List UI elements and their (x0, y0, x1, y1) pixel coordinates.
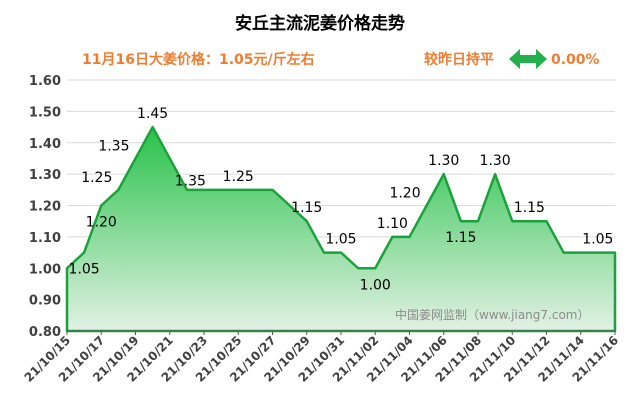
chart-title: 安丘主流泥姜价格走势 (235, 13, 405, 34)
plot-area (65, 125, 617, 333)
double-arrow-icon (509, 49, 547, 69)
data-label: 1.30 (480, 153, 511, 169)
data-label: 1.05 (69, 262, 100, 278)
y-tick-label: 1.00 (29, 262, 61, 277)
data-label: 1.15 (514, 200, 545, 216)
data-label: 1.15 (291, 200, 322, 216)
data-label: 1.05 (582, 232, 613, 248)
y-tick-label: 1.30 (29, 168, 61, 183)
y-tick-label: 0.90 (29, 294, 61, 309)
data-label: 1.15 (445, 230, 476, 246)
data-label: 1.25 (81, 170, 112, 186)
change-value: 0.00% (551, 52, 600, 68)
data-label: 1.10 (377, 216, 408, 232)
data-label: 1.20 (389, 186, 420, 202)
watermark: 中国姜网监制（www.jiang7.com） (395, 307, 589, 322)
price-subtitle: 11月16日大姜价格：1.05元/斤左右 (82, 51, 315, 68)
double-arrow-shape (509, 49, 547, 69)
data-label: 1.35 (175, 173, 206, 189)
data-label: 1.35 (98, 138, 129, 154)
data-label: 1.45 (137, 106, 168, 122)
data-label: 1.30 (428, 153, 459, 169)
y-tick-label: 1.60 (29, 74, 61, 89)
y-tick-label: 1.50 (29, 105, 61, 120)
data-label: 1.20 (86, 215, 117, 231)
series-line (65, 125, 617, 333)
area-fill (67, 127, 615, 331)
y-tick-label: 1.10 (29, 231, 61, 246)
data-label: 1.05 (325, 232, 356, 248)
change-label: 较昨日持平 (424, 51, 494, 68)
y-tick-label: 1.20 (29, 200, 61, 215)
y-tick-label: 1.40 (29, 137, 61, 152)
data-label: 1.00 (360, 277, 391, 293)
data-label: 1.25 (223, 169, 254, 185)
data-labels: 1.051.201.251.351.451.35 1.251.151.051.00… (69, 106, 614, 293)
y-tick-label: 0.80 (29, 325, 61, 340)
